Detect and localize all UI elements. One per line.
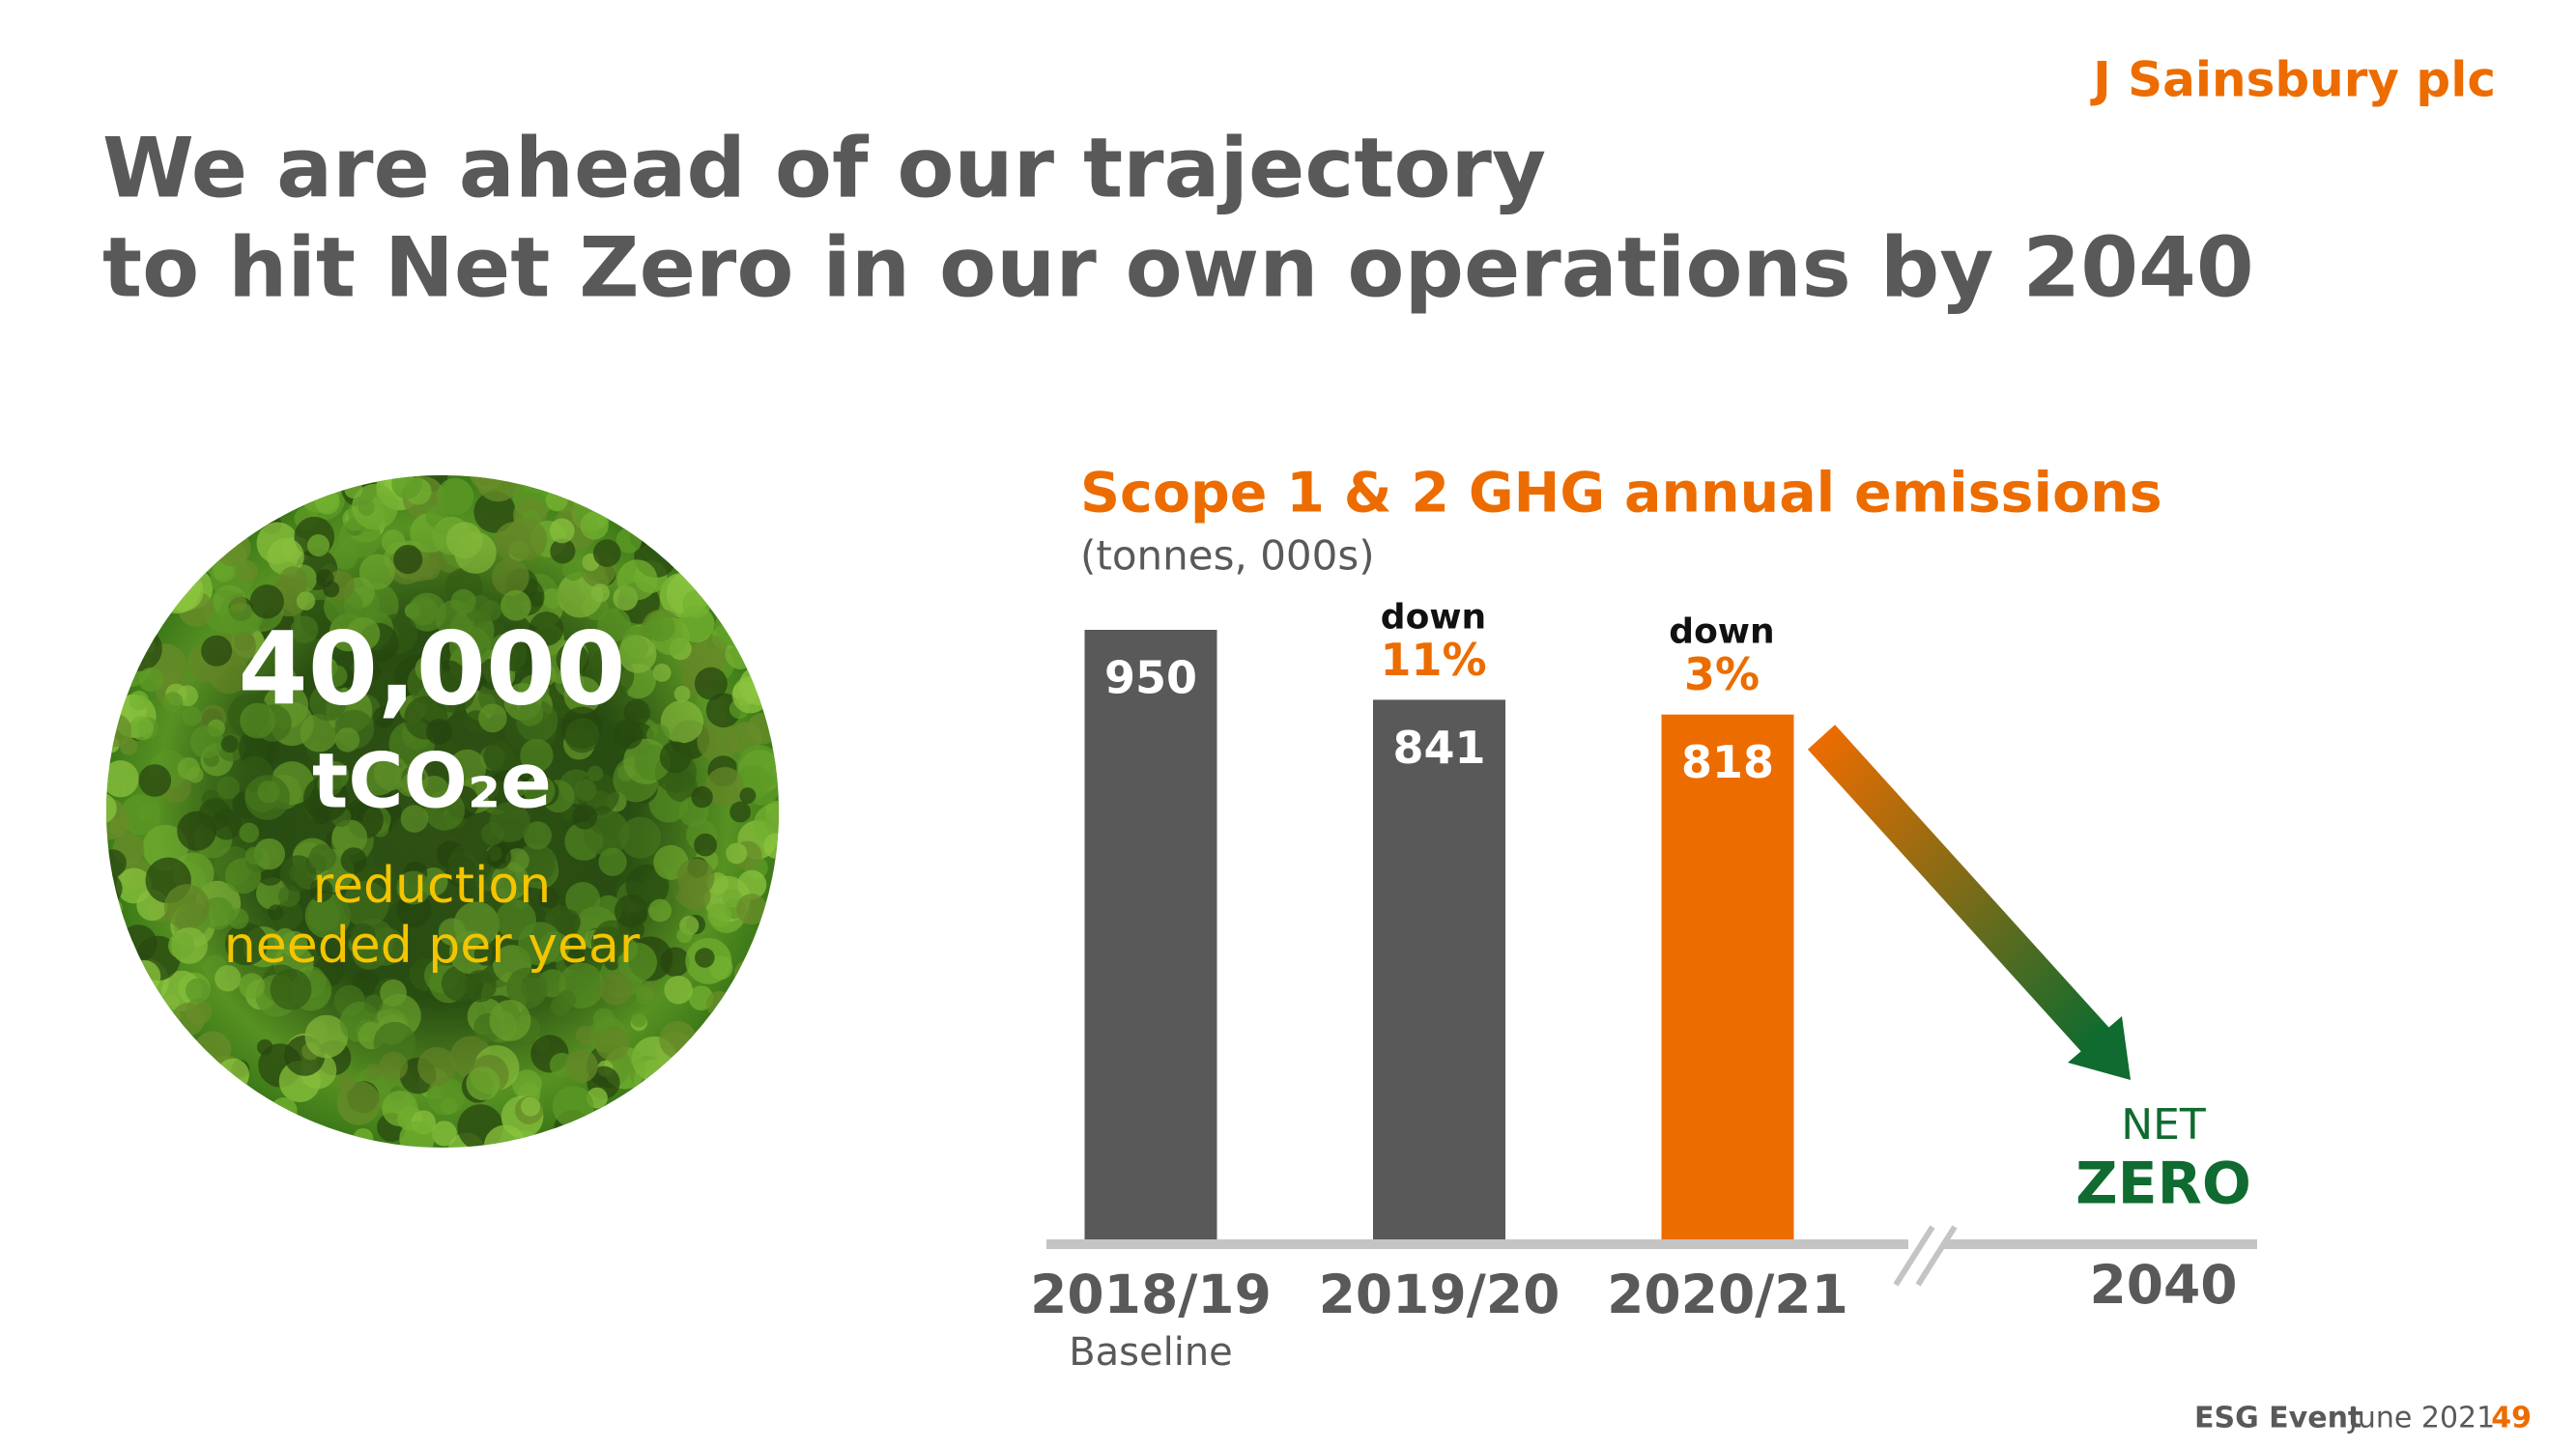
title-line: to hit Net Zero in our own operations by…	[102, 219, 2254, 316]
callout-line: reduction	[313, 857, 551, 915]
value-label: 950	[1104, 652, 1197, 704]
change-value: 11%	[1380, 634, 1486, 686]
footer-event: ESG Event	[2194, 1402, 2361, 1435]
bar	[1084, 630, 1217, 1239]
callout-unit: tCO₂e	[312, 738, 552, 825]
x-tick-label: 2019/20	[1319, 1264, 1560, 1325]
change-value: 3%	[1684, 648, 1760, 700]
axis-break	[1915, 1225, 1958, 1287]
tree-crown	[106, 869, 114, 891]
bar	[1661, 714, 1794, 1239]
x-tick-label: 2018/19	[1030, 1264, 1272, 1325]
x-tick-label: 2020/21	[1607, 1264, 1848, 1325]
change-label: down	[1669, 612, 1774, 652]
page-number: 49	[2491, 1402, 2532, 1435]
target-label: ZERO	[2075, 1151, 2251, 1218]
value-label: 818	[1681, 736, 1774, 788]
bar	[1373, 699, 1505, 1239]
callout-value: 40,000	[238, 610, 625, 727]
forest-shade	[106, 475, 779, 1148]
target-label: NET	[2121, 1100, 2206, 1150]
trend-arrow-head	[2068, 1016, 2131, 1080]
callout-line: needed per year	[224, 917, 641, 975]
trend-arrow	[1807, 724, 2111, 1054]
title-line: We are ahead of our trajectory	[102, 120, 1546, 216]
logo: J Sainsbury plc	[2090, 52, 2496, 108]
footer-date: June 2021	[2347, 1402, 2495, 1435]
chart-title: Scope 1 & 2 GHG annual emissions	[1080, 462, 2162, 526]
change-label: down	[1381, 597, 1486, 637]
baseline-label: Baseline	[1069, 1330, 1233, 1375]
axis-break	[1893, 1225, 1935, 1287]
chart-subtitle: (tonnes, 000s)	[1080, 532, 1375, 580]
tree-crown	[744, 649, 762, 668]
x-tick-label: 2040	[2089, 1254, 2237, 1316]
value-label: 841	[1392, 722, 1485, 774]
